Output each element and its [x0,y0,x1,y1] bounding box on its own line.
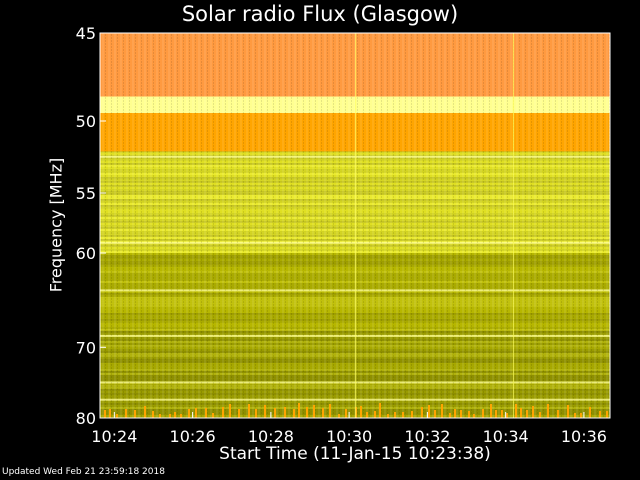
burst-spike [495,410,497,418]
burst-spike [264,405,266,418]
burst-spike [169,414,171,418]
y-axis-label: Frequency [MHz] [46,157,66,293]
x-tick-label: 10:24 [91,427,137,446]
burst-spike [180,414,182,418]
burst-spike [306,407,308,418]
burst-spike [428,405,430,418]
burst-spike [152,411,154,418]
burst-spike [468,411,470,418]
x-tick-label: 10:36 [561,427,607,446]
burst-spike [255,409,257,418]
burst-spike [212,413,214,418]
burst-spike [460,410,462,418]
y-tick-label: 80 [76,409,96,428]
burst-spike [501,410,503,418]
burst-spike [360,406,362,418]
burst-spike [238,409,240,418]
y-tick-label: 55 [76,184,96,203]
x-tick-label: 10:30 [326,427,372,446]
burst-spike [411,411,413,418]
burst-spike [188,409,190,418]
streak-overlay [100,33,610,418]
burst-spike [394,412,396,418]
burst-spike [574,413,576,418]
y-axis: 45 50 55 60 70 80 [76,24,106,428]
burst-spike [329,404,331,418]
burst-spike [526,410,528,418]
updated-timestamp: Updated Wed Feb 21 23:59:18 2018 [2,467,165,477]
burst-spike [441,404,443,418]
burst-spike [473,414,475,418]
burst-spike [539,412,541,418]
plot-area [99,32,611,419]
burst-spike [159,414,161,418]
burst-spike [567,405,569,418]
burst-spike [520,408,522,418]
burst-spike [421,407,423,418]
burst-spike [482,409,484,418]
burst-spike [104,410,106,418]
burst-spike [580,413,582,418]
burst-spike [144,406,146,418]
burst-spike [506,413,508,418]
burst-spike [338,414,340,418]
burst-spike [532,406,534,418]
y-tick-label: 70 [76,338,96,357]
burst-spike [515,404,517,418]
burst-spike [134,410,136,418]
x-tick-label: 10:26 [170,427,216,446]
x-tick-label: 10:32 [404,427,450,446]
burst-spike [116,414,118,418]
burst-spike [248,404,250,418]
burst-spike [229,404,231,418]
burst-spike [366,412,368,418]
burst-spike [490,404,492,418]
burst-spike [125,409,127,418]
x-axis: 10:24 10:26 10:28 10:30 10:32 10:34 10:36 [91,412,607,446]
burst-spike [449,413,451,418]
burst-spike [174,412,176,418]
burst-spike [322,408,324,418]
y-tick-label: 45 [76,24,96,43]
burst-spike [205,408,207,418]
y-tick-label: 50 [76,112,96,131]
burst-spike [402,412,404,418]
x-axis-label: Start Time (11-Jan-15 10:23:38) [219,444,491,464]
burst-spike [606,411,608,418]
burst-spike [589,407,591,418]
burst-spike [298,403,300,418]
burst-spike [599,411,601,418]
x-tick-label: 10:28 [248,427,294,446]
burst-spike [387,414,389,418]
burst-spike [195,408,197,418]
chart-title: Solar radio Flux (Glasgow) [181,2,459,26]
burst-spike [274,408,276,418]
plot-frame [99,32,611,419]
burst-spike [454,409,456,418]
burst-spike [222,407,224,418]
burst-spike [293,409,295,418]
burst-spike [379,403,381,418]
burst-spike [345,409,347,418]
burst-spike [557,410,559,418]
burst-spike [313,405,315,418]
burst-spike [284,407,286,418]
x-tick-label: 10:34 [483,427,529,446]
burst-spike [547,404,549,418]
burst-spike [434,410,436,418]
y-tick-label: 60 [76,244,96,263]
burst-spike [109,409,111,418]
burst-spike [374,411,376,418]
